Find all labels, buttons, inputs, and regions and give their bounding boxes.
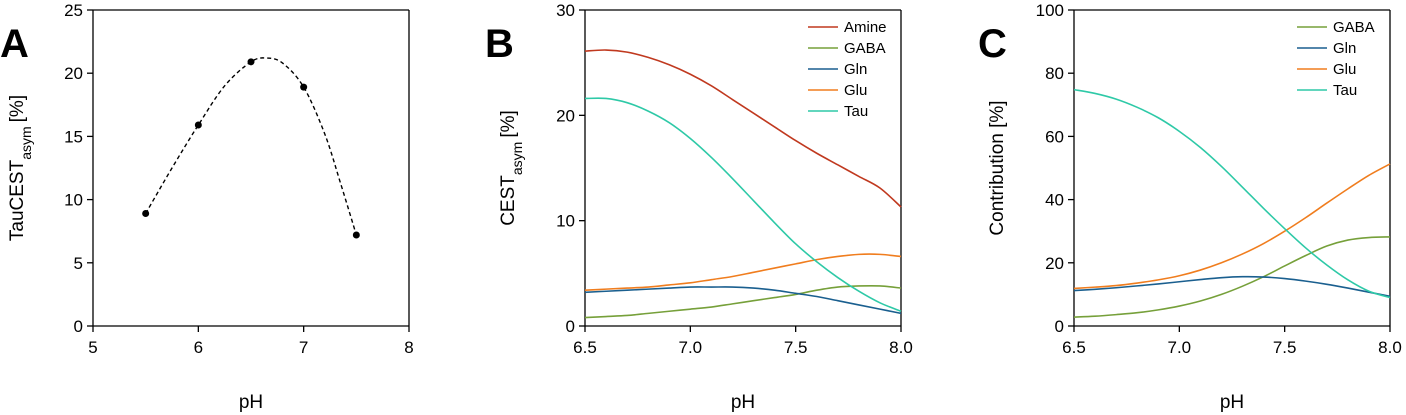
panel-a-y-tick-label: 5 xyxy=(74,254,83,273)
panel-b-y-tick-label: 30 xyxy=(556,1,575,20)
panel-a-y-tick-label: 0 xyxy=(74,317,83,336)
panel-b-legend-label: Amine xyxy=(844,19,887,36)
panel-c-legend: GABA Gln Glu Tau xyxy=(1297,19,1375,99)
panel-a-y-tick-label: 10 xyxy=(64,191,83,210)
panel-c-y-tick-label: 20 xyxy=(1045,254,1064,273)
panel-b-legend-label: Tau xyxy=(844,103,868,120)
panel-c-y-tick-label: 100 xyxy=(1036,1,1064,20)
panel-b-series-glu xyxy=(584,253,902,291)
panel-c-x-tick-label: 6.5 xyxy=(1062,338,1086,357)
panel-b-y-tick-label: 0 xyxy=(566,317,575,336)
panel-b-series-gaba xyxy=(584,284,902,319)
panel-c-y-tick-label: 80 xyxy=(1045,64,1064,83)
panel-a-y-tick-label: 15 xyxy=(64,127,83,146)
panel-b-y-tick-label: 20 xyxy=(556,106,575,125)
panel-c-series-gaba xyxy=(1073,236,1391,318)
panel-a-y-tick-label: 20 xyxy=(64,64,83,83)
panel-c-y-tick-label: 60 xyxy=(1045,127,1064,146)
panel-a-y-tick-label: 25 xyxy=(64,1,83,20)
panel-c-series-tau xyxy=(1073,88,1391,299)
panel-a-data-point xyxy=(300,83,308,91)
panel-c-legend-label: Glu xyxy=(1333,61,1356,78)
panel-a-y-label: TauCESTasym[%] xyxy=(7,95,34,241)
panel-b-series-tau xyxy=(584,97,902,312)
panel-c-y-tick-label: 0 xyxy=(1055,317,1064,336)
panel-b-legend-label: GABA xyxy=(844,40,886,57)
panel-b-legend-label: Glu xyxy=(844,82,867,99)
panel-b-series-amine xyxy=(584,49,902,208)
panel-a-data-point xyxy=(352,231,360,239)
panel-a-x-tick-label: 5 xyxy=(88,338,97,357)
panel-a-fit-curve xyxy=(145,57,358,236)
panel-b-letter: B xyxy=(485,22,514,66)
panel-c-letter: C xyxy=(978,22,1007,66)
panel-b-x-tick-label: 6.5 xyxy=(573,338,597,357)
panel-a-x-tick-label: 7 xyxy=(299,338,308,357)
panel-a-x-label: pH xyxy=(239,392,263,413)
panel-c-x-tick-label: 7.0 xyxy=(1168,338,1192,357)
panel-c-legend-label: GABA xyxy=(1333,19,1375,36)
panel-c-y-label: Contribution [%] xyxy=(987,100,1008,235)
panel-b-x-tick-label: 7.0 xyxy=(679,338,703,357)
panel-a-data-point xyxy=(142,210,150,218)
panel-c-y-tick-label: 40 xyxy=(1045,191,1064,210)
panel-b-x-tick-label: 8.0 xyxy=(889,338,913,357)
panel-c-legend-label: Tau xyxy=(1333,82,1357,99)
panel-b-x-label: pH xyxy=(731,392,755,413)
panel-a-data-point xyxy=(194,121,202,129)
panel-c: C 6.5 7.0 7.5 8.0 0 20 40 60 80 100 GABA Gln Glu Tau… xyxy=(978,1,1402,413)
panel-b-y-label: CESTasym[%] xyxy=(498,110,525,226)
panel-b-y-tick-label: 10 xyxy=(556,212,575,231)
panel-b-series-gln xyxy=(584,286,902,315)
panel-a-x-tick-label: 8 xyxy=(404,338,413,357)
panel-c-series-glu xyxy=(1073,163,1391,290)
panel-a-x-tick-label: 6 xyxy=(194,338,203,357)
panel-c-x-label: pH xyxy=(1220,392,1244,413)
panel-a-letter: A xyxy=(0,22,29,66)
panel-a-data-point xyxy=(247,58,255,66)
panel-b-legend: Amine GABA Gln Glu Tau xyxy=(808,19,887,120)
panel-c-series-gln xyxy=(1073,275,1391,298)
panel-b-x-tick-label: 7.5 xyxy=(784,338,808,357)
panel-c-legend-label: Gln xyxy=(1333,40,1356,57)
panel-b: B 6.5 7.0 7.5 8.0 0 10 20 30 Amine GABA Gln Glu Tau… xyxy=(485,1,913,413)
panel-c-x-tick-label: 8.0 xyxy=(1378,338,1402,357)
panel-b-legend-label: Gln xyxy=(844,61,867,78)
panel-c-x-tick-label: 7.5 xyxy=(1273,338,1297,357)
